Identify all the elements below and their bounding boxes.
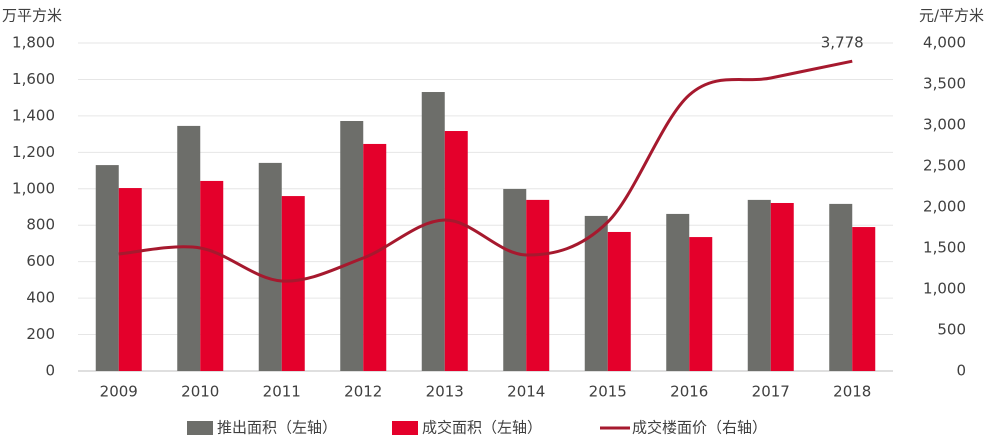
y-tick-label: 200	[26, 325, 55, 343]
bar	[607, 231, 631, 371]
y2-tick-label: 3,500	[923, 75, 966, 93]
y2-tick-label: 2,500	[923, 157, 966, 175]
y-tick-label: 0	[45, 362, 55, 380]
bar	[666, 213, 690, 371]
bar	[584, 215, 608, 371]
y2-axis-label: 元/平方米	[919, 7, 984, 25]
x-tick-label: 2013	[426, 383, 464, 401]
line	[118, 59, 853, 283]
y-tick-label: 1,600	[12, 70, 55, 88]
y-axis-label: 万平方米	[2, 7, 62, 25]
y2-tick-label: 1,500	[923, 239, 966, 257]
bar	[526, 199, 550, 371]
legend-swatch	[392, 421, 418, 435]
legend-swatch	[187, 421, 213, 435]
legend-label: 推出面积（左轴）	[217, 419, 337, 437]
bar	[770, 202, 794, 371]
x-tick-label: 2011	[263, 383, 301, 401]
bar	[747, 199, 771, 371]
y2-tick-label: 500	[937, 321, 966, 339]
bar	[503, 188, 527, 371]
y-tick-label: 600	[26, 252, 55, 270]
x-tick-label: 2015	[589, 383, 627, 401]
bar	[421, 92, 445, 372]
x-tick-label: 2016	[670, 383, 708, 401]
bar	[444, 131, 468, 371]
y2-tick-label: 0	[956, 362, 966, 380]
y-tick-label: 1,200	[12, 143, 55, 161]
y2-tick-label: 4,000	[923, 34, 966, 52]
y-tick-label: 800	[26, 216, 55, 234]
x-tick-label: 2010	[181, 383, 219, 401]
y-tick-label: 400	[26, 289, 55, 307]
y2-tick-label: 3,000	[923, 116, 966, 134]
bar	[829, 203, 853, 371]
y-tick-label: 1,800	[12, 34, 55, 52]
x-tick-label: 2009	[100, 383, 138, 401]
bar	[95, 165, 119, 371]
x-tick-label: 2012	[344, 383, 382, 401]
y2-tick-label: 1,000	[923, 280, 966, 298]
legend-label: 成交楼面价（右轴）	[632, 419, 767, 437]
bar	[177, 125, 201, 372]
y2-tick-label: 2,000	[923, 198, 966, 216]
bar	[258, 162, 282, 371]
bar	[852, 227, 876, 371]
x-tick-label: 2018	[833, 383, 871, 401]
bar	[200, 180, 224, 371]
legend-label: 成交面积（左轴）	[422, 419, 542, 437]
y-tick-label: 1,000	[12, 179, 55, 197]
x-tick-label: 2014	[507, 383, 545, 401]
bar	[363, 143, 387, 371]
y-tick-label: 1,400	[12, 106, 55, 124]
bar	[340, 120, 364, 371]
value-label: 3,778	[821, 34, 864, 52]
bar	[689, 237, 713, 371]
bar	[118, 188, 142, 371]
bar	[281, 196, 305, 371]
x-tick-label: 2017	[752, 383, 790, 401]
